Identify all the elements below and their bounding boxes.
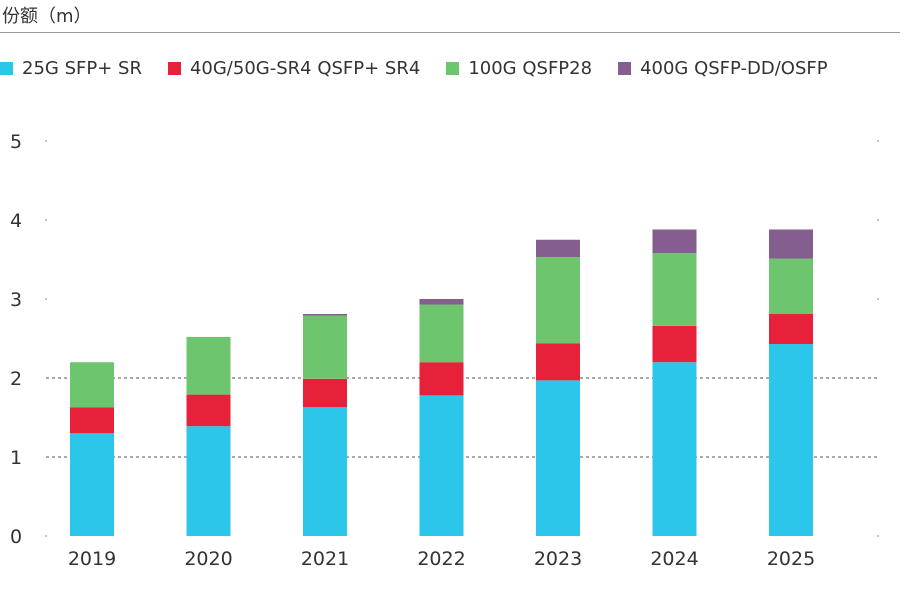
legend-swatch-25g bbox=[0, 61, 13, 75]
bar-2024-series-2 bbox=[652, 253, 697, 326]
chart-legend: 25G SFP+ SR 40G/50G-SR4 QSFP+ SR4 100G Q… bbox=[0, 54, 828, 82]
y-tick-label-1: 1 bbox=[10, 447, 22, 469]
x-tick-label-2023: 2023 bbox=[534, 548, 582, 570]
grid-dot-right-0 bbox=[877, 535, 879, 537]
bar-2022-series-2 bbox=[419, 304, 464, 363]
grid-dot-right-4 bbox=[877, 219, 879, 221]
legend-item-400g: 400G QSFP-DD/OSFP bbox=[618, 58, 828, 79]
x-tick-label-2020: 2020 bbox=[184, 548, 232, 570]
bar-2022-series-0 bbox=[419, 395, 464, 536]
bar-2023-series-1 bbox=[536, 343, 580, 381]
legend-label-25g: 25G SFP+ SR bbox=[22, 57, 142, 79]
y-tick-label-5: 5 bbox=[10, 131, 22, 153]
bar-2019-series-2 bbox=[70, 362, 114, 408]
y-tick-label-0: 0 bbox=[10, 526, 22, 548]
legend-item-40g-50g: 40G/50G-SR4 QSFP+ SR4 bbox=[167, 57, 421, 79]
legend-swatch-100g bbox=[446, 61, 460, 75]
grid-dot-right-5 bbox=[877, 140, 879, 142]
bar-2024-series-3 bbox=[652, 229, 697, 254]
legend-label-100g: 100G QSFP28 bbox=[468, 57, 593, 79]
bar-2024-series-1 bbox=[652, 325, 697, 363]
bar-2020-series-2 bbox=[186, 336, 231, 395]
legend-label-400g: 400G QSFP-DD/OSFP bbox=[640, 57, 828, 79]
grid-dot-right-3 bbox=[877, 298, 879, 300]
bar-2019-series-0 bbox=[70, 433, 114, 536]
legend-swatch-400g bbox=[618, 61, 632, 75]
y-tick-label-2: 2 bbox=[10, 368, 22, 390]
x-tick-label-2021: 2021 bbox=[301, 548, 349, 570]
bar-2025-series-1 bbox=[769, 314, 813, 345]
bar-2021-series-1 bbox=[303, 378, 347, 408]
grid-dot-left-5 bbox=[45, 140, 47, 142]
x-tick-label-2019: 2019 bbox=[68, 548, 116, 570]
bar-2024-series-0 bbox=[652, 362, 697, 536]
bar-2022-series-3 bbox=[419, 299, 464, 305]
bar-2019-series-1 bbox=[70, 407, 114, 434]
bar-2025-series-0 bbox=[769, 344, 813, 536]
legend-item-25g: 25G SFP+ SR bbox=[0, 58, 142, 79]
x-tick-label-2022: 2022 bbox=[417, 548, 465, 570]
bar-2025-series-2 bbox=[769, 258, 813, 315]
legend-swatch-40g-50g bbox=[167, 61, 181, 75]
y-tick-label-3: 3 bbox=[10, 289, 22, 311]
bar-2025-series-3 bbox=[769, 229, 813, 259]
grid-dot-left-3 bbox=[45, 298, 47, 300]
bar-2021-series-2 bbox=[303, 315, 347, 379]
grid-dot-left-4 bbox=[45, 219, 47, 221]
bar-2022-series-1 bbox=[419, 362, 464, 396]
title-divider bbox=[0, 32, 900, 33]
bar-2021-series-0 bbox=[303, 407, 347, 536]
grid-dot-left-0 bbox=[45, 535, 47, 537]
x-tick-label-2024: 2024 bbox=[650, 548, 698, 570]
legend-label-40g-50g: 40G/50G-SR4 QSFP+ SR4 bbox=[189, 57, 421, 79]
bar-2023-series-2 bbox=[536, 257, 580, 344]
bar-2023-series-0 bbox=[536, 380, 580, 536]
legend-item-100g: 100G QSFP28 bbox=[446, 58, 592, 79]
x-tick-label-2025: 2025 bbox=[767, 548, 815, 570]
bar-2020-series-0 bbox=[186, 426, 231, 536]
bar-2023-series-3 bbox=[536, 239, 580, 258]
bar-2020-series-1 bbox=[186, 394, 231, 427]
y-tick-label-4: 4 bbox=[10, 210, 22, 232]
bar-2021-series-3 bbox=[303, 314, 347, 316]
y-axis-label: 份额（m） bbox=[2, 6, 92, 27]
